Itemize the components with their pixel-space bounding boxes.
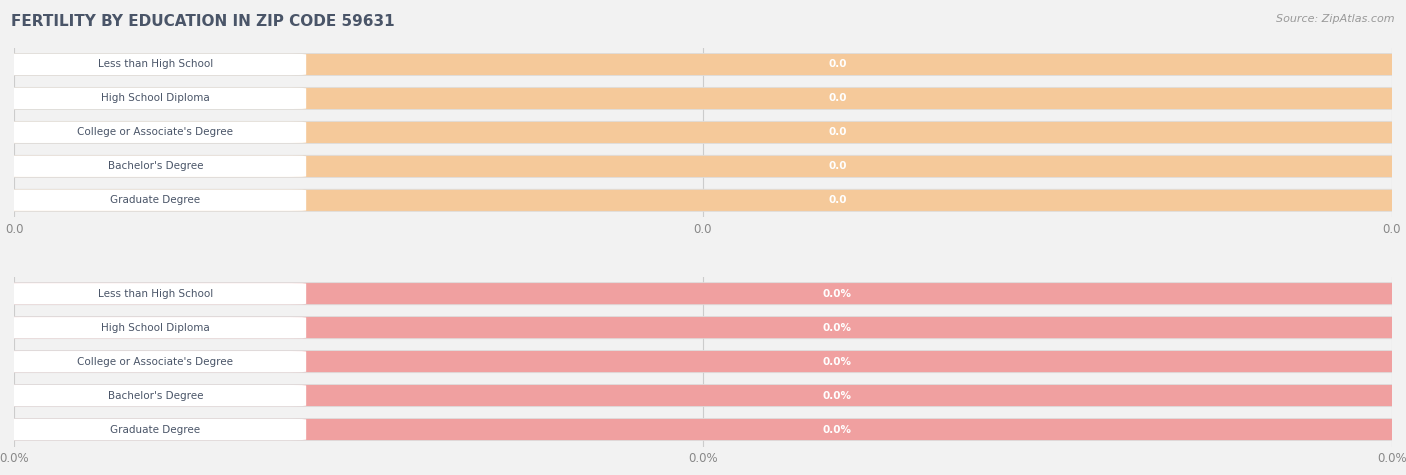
Text: 0.0: 0.0 <box>828 59 846 69</box>
Text: Less than High School: Less than High School <box>97 289 212 299</box>
FancyBboxPatch shape <box>4 385 307 406</box>
FancyBboxPatch shape <box>4 88 307 109</box>
Text: 0.0: 0.0 <box>828 162 846 171</box>
Text: 0.0%: 0.0% <box>823 323 852 332</box>
FancyBboxPatch shape <box>0 189 1406 211</box>
Text: 0.0%: 0.0% <box>823 357 852 367</box>
FancyBboxPatch shape <box>0 351 1406 373</box>
Text: Less than High School: Less than High School <box>97 59 212 69</box>
Text: 0.0%: 0.0% <box>823 289 852 299</box>
Text: FERTILITY BY EDUCATION IN ZIP CODE 59631: FERTILITY BY EDUCATION IN ZIP CODE 59631 <box>11 14 395 29</box>
FancyBboxPatch shape <box>0 121 1406 143</box>
Text: 0.0%: 0.0% <box>823 390 852 400</box>
FancyBboxPatch shape <box>0 283 1406 305</box>
Text: High School Diploma: High School Diploma <box>101 323 209 332</box>
FancyBboxPatch shape <box>4 317 307 338</box>
FancyBboxPatch shape <box>4 351 307 372</box>
FancyBboxPatch shape <box>0 317 1406 339</box>
Text: 0.0: 0.0 <box>828 127 846 137</box>
Text: Source: ZipAtlas.com: Source: ZipAtlas.com <box>1277 14 1395 24</box>
Text: High School Diploma: High School Diploma <box>101 94 209 104</box>
FancyBboxPatch shape <box>4 190 307 211</box>
Text: 0.0: 0.0 <box>828 195 846 205</box>
FancyBboxPatch shape <box>4 419 307 440</box>
Text: College or Associate's Degree: College or Associate's Degree <box>77 357 233 367</box>
FancyBboxPatch shape <box>4 122 307 143</box>
Text: Graduate Degree: Graduate Degree <box>110 425 201 435</box>
FancyBboxPatch shape <box>4 283 307 304</box>
Text: 0.0: 0.0 <box>828 94 846 104</box>
Text: Bachelor's Degree: Bachelor's Degree <box>107 162 202 171</box>
FancyBboxPatch shape <box>0 155 1406 177</box>
Text: 0.0%: 0.0% <box>823 425 852 435</box>
FancyBboxPatch shape <box>4 54 307 75</box>
FancyBboxPatch shape <box>0 418 1406 440</box>
Text: Graduate Degree: Graduate Degree <box>110 195 201 205</box>
Text: College or Associate's Degree: College or Associate's Degree <box>77 127 233 137</box>
Text: Bachelor's Degree: Bachelor's Degree <box>107 390 202 400</box>
FancyBboxPatch shape <box>0 87 1406 109</box>
FancyBboxPatch shape <box>0 54 1406 76</box>
FancyBboxPatch shape <box>0 385 1406 407</box>
FancyBboxPatch shape <box>4 156 307 177</box>
